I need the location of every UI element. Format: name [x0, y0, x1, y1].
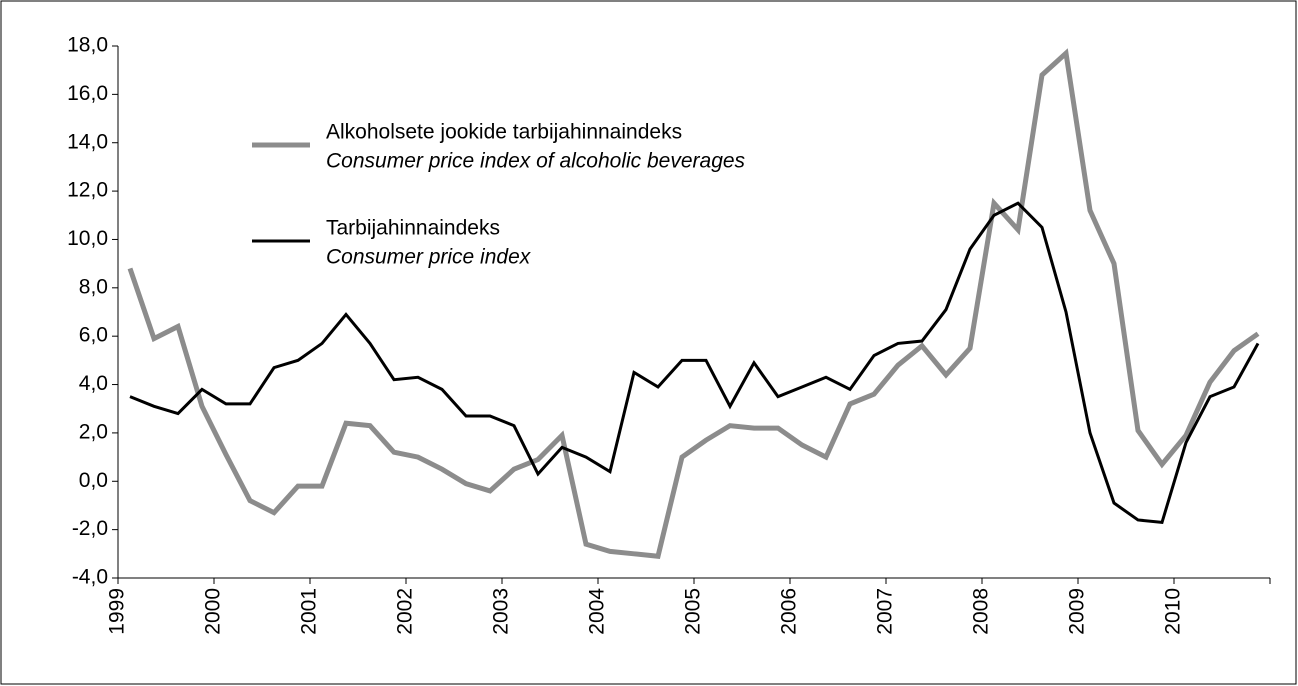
- x-tick-label: 2008: [970, 588, 993, 635]
- x-tick-label: 2001: [298, 588, 321, 635]
- x-tick-label: 2000: [202, 588, 225, 635]
- legend-label: Alkoholsete jookide tarbijahinnaindeks: [326, 121, 682, 144]
- legend-label-en: Consumer price index of alcoholic bevera…: [326, 150, 746, 173]
- x-tick-label: 2003: [490, 588, 513, 635]
- y-tick-label: 6,0: [79, 324, 108, 347]
- legend-label: Tarbijahinnaindeks: [326, 217, 500, 240]
- y-tick-label: 14,0: [67, 130, 108, 153]
- x-tick-label: 2006: [778, 588, 801, 635]
- x-tick-label: 2004: [586, 588, 609, 635]
- y-tick-label: 16,0: [67, 82, 108, 105]
- x-tick-label: 2007: [874, 588, 897, 635]
- x-tick-label: 2002: [394, 588, 417, 635]
- y-tick-label: 12,0: [67, 179, 108, 202]
- legend-label-en: Consumer price index: [326, 246, 532, 269]
- y-tick-label: 10,0: [67, 227, 108, 250]
- x-tick-label: 2009: [1066, 588, 1089, 635]
- y-tick-label: 18,0: [67, 34, 108, 57]
- x-tick-label: 2005: [682, 588, 705, 635]
- y-tick-label: 2,0: [79, 420, 108, 443]
- x-tick-label: 2010: [1162, 588, 1185, 635]
- y-tick-label: 4,0: [79, 372, 108, 395]
- x-tick-label: 1999: [106, 588, 129, 635]
- y-tick-label: 8,0: [79, 275, 108, 298]
- y-tick-label: -2,0: [72, 517, 108, 540]
- y-tick-label: -4,0: [72, 566, 108, 589]
- series-line: [129, 201, 1260, 524]
- legend-box: [220, 100, 870, 290]
- series-line: [127, 48, 1260, 559]
- y-tick-label: 0,0: [79, 469, 108, 492]
